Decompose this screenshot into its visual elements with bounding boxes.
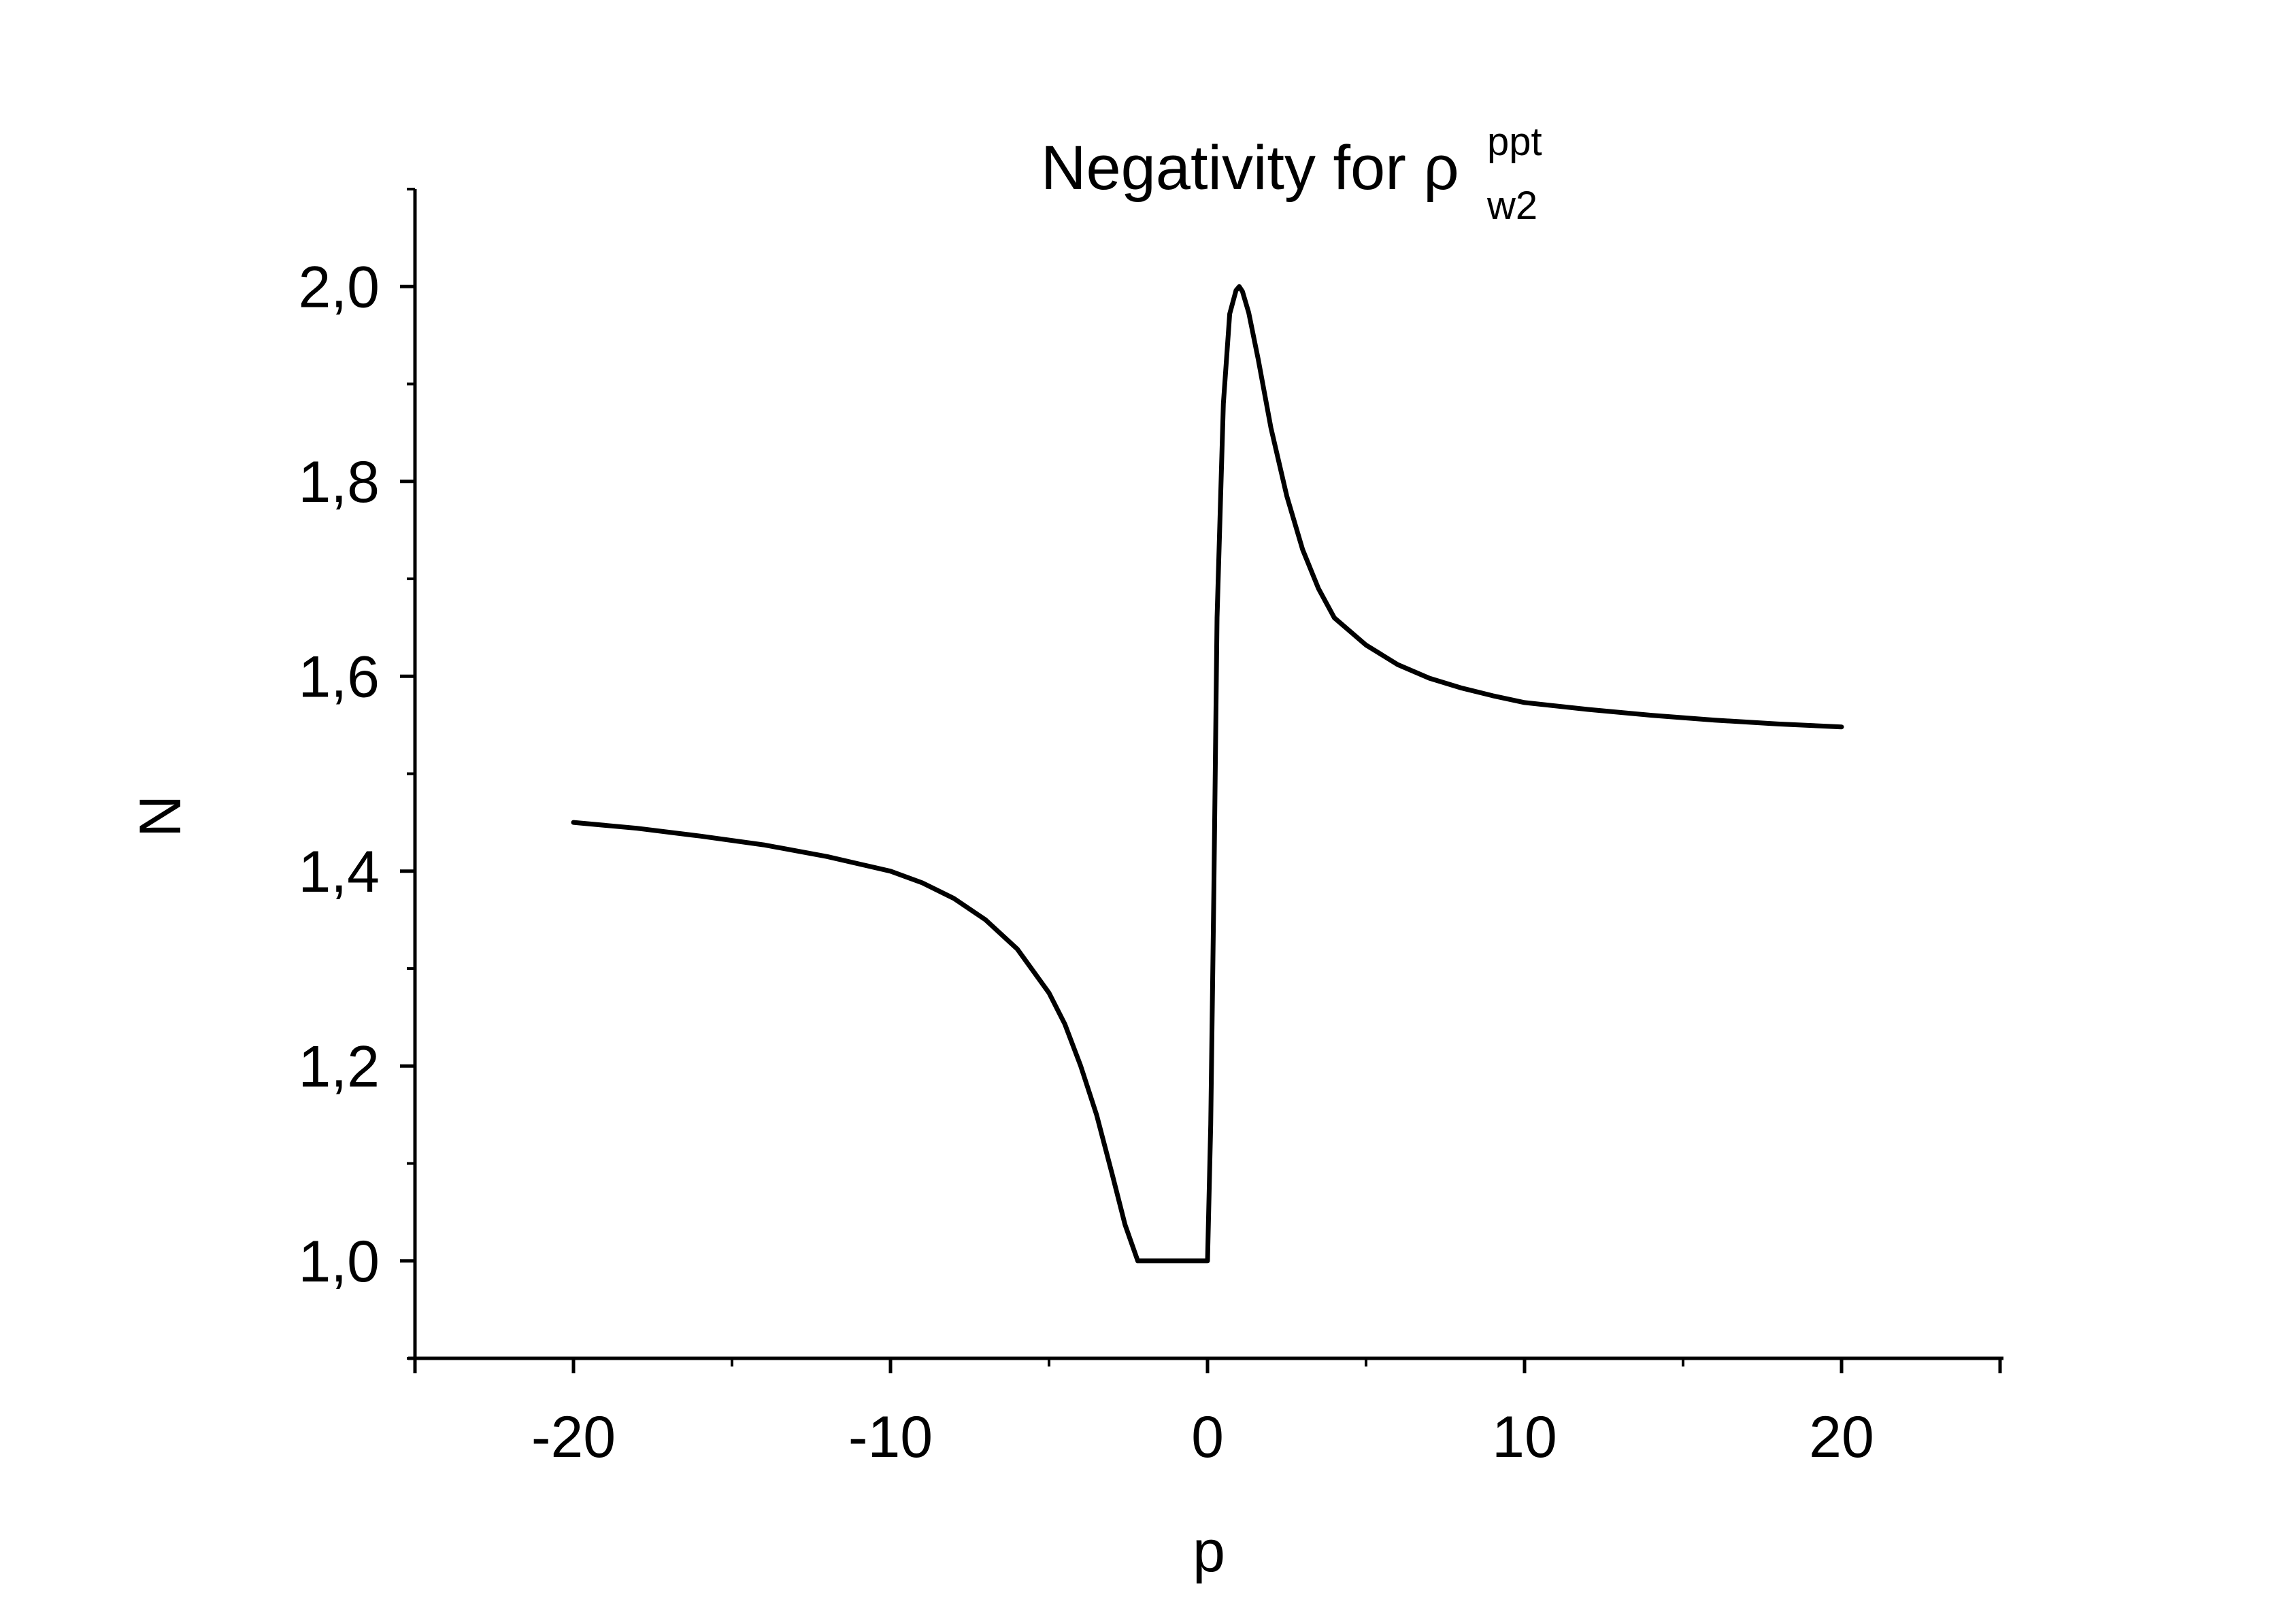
x-tick-label: 0 xyxy=(1191,1405,1224,1470)
x-axis-label: p xyxy=(1193,1519,1225,1584)
x-tick-labels: -20 -10 0 10 20 xyxy=(531,1405,1874,1470)
title-superscript: ppt xyxy=(1487,120,1542,164)
y-tick-labels: 1,0 1,2 1,4 1,6 1,8 2,0 xyxy=(298,254,380,1294)
title-main: Negativity for xyxy=(1041,133,1423,203)
y-ticks xyxy=(400,188,415,1360)
x-tick-label: 20 xyxy=(1809,1405,1874,1470)
chart-title: Negativity for ρ ppt w2 xyxy=(1041,120,1542,228)
title-symbol: ρ xyxy=(1423,133,1459,203)
y-tick-label: 1,8 xyxy=(298,450,380,515)
series-layer xyxy=(571,284,1844,1264)
chart-title-text: Negativity for ρ xyxy=(1041,133,1459,203)
y-tick-label: 1,4 xyxy=(298,839,380,905)
title-subscript: w2 xyxy=(1486,184,1537,228)
y-tick-label: 1,0 xyxy=(298,1229,380,1294)
x-ticks xyxy=(413,1358,2002,1373)
x-tick-label: -10 xyxy=(848,1405,933,1470)
x-tick-label: 10 xyxy=(1492,1405,1557,1470)
x-tick-label: -20 xyxy=(531,1405,616,1470)
y-tick-label: 1,2 xyxy=(298,1034,380,1099)
y-axis-label: N xyxy=(128,795,193,837)
series-line xyxy=(571,284,1844,1264)
y-tick-label: 2,0 xyxy=(298,254,380,320)
y-tick-label: 1,6 xyxy=(298,644,380,709)
